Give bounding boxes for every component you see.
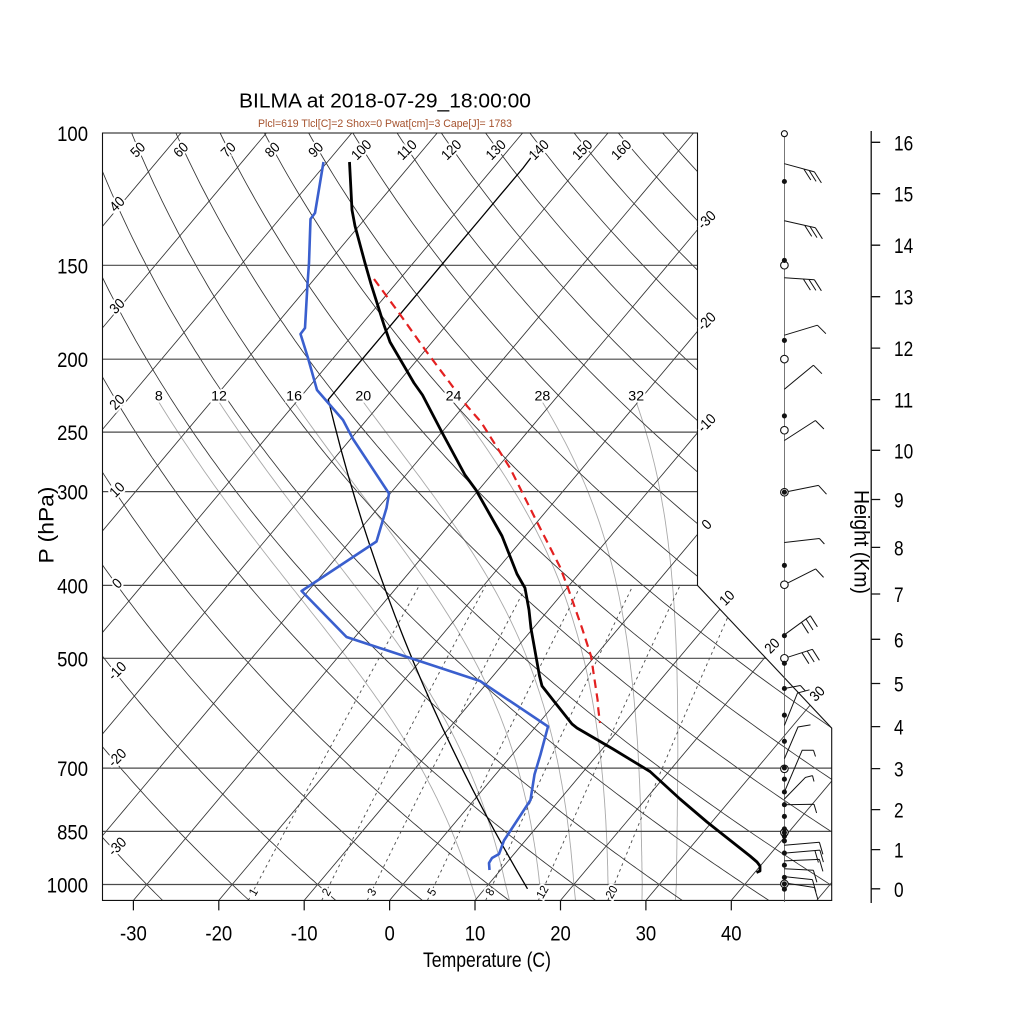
svg-text:20: 20 <box>355 389 371 405</box>
svg-text:0: 0 <box>894 878 904 902</box>
svg-text:5: 5 <box>894 673 904 697</box>
svg-text:850: 850 <box>57 821 88 844</box>
svg-text:11: 11 <box>894 389 913 413</box>
svg-text:8: 8 <box>894 536 904 560</box>
svg-text:16: 16 <box>894 131 913 155</box>
svg-text:3: 3 <box>894 758 904 782</box>
svg-text:14: 14 <box>894 234 913 258</box>
svg-text:150: 150 <box>57 255 88 278</box>
svg-text:12: 12 <box>211 389 227 405</box>
svg-text:100: 100 <box>57 123 88 146</box>
svg-text:16: 16 <box>286 389 302 405</box>
svg-text:0: 0 <box>384 923 394 946</box>
svg-text:-30: -30 <box>120 923 147 946</box>
svg-text:6: 6 <box>894 628 904 652</box>
svg-text:400: 400 <box>57 575 88 598</box>
svg-text:2: 2 <box>894 799 904 823</box>
svg-text:40: 40 <box>721 923 742 946</box>
svg-text:10: 10 <box>465 923 486 946</box>
svg-text:4: 4 <box>894 716 904 740</box>
svg-text:9: 9 <box>894 489 904 513</box>
svg-text:28: 28 <box>535 389 551 405</box>
svg-text:15: 15 <box>894 183 913 207</box>
svg-text:10: 10 <box>894 439 913 463</box>
svg-text:20: 20 <box>550 923 571 946</box>
svg-text:500: 500 <box>57 648 88 671</box>
svg-text:1: 1 <box>894 839 904 863</box>
svg-text:300: 300 <box>57 482 88 505</box>
svg-text:7: 7 <box>894 583 904 607</box>
svg-text:1000: 1000 <box>47 875 88 898</box>
svg-text:-10: -10 <box>291 923 318 946</box>
svg-text:13: 13 <box>894 286 913 310</box>
svg-text:P (hPa): P (hPa) <box>36 487 59 564</box>
svg-text:30: 30 <box>636 923 657 946</box>
svg-text:Temperature (C): Temperature (C) <box>423 949 551 972</box>
svg-text:-20: -20 <box>205 923 232 946</box>
svg-text:24: 24 <box>446 389 462 405</box>
svg-text:250: 250 <box>57 422 88 445</box>
svg-text:700: 700 <box>57 758 88 781</box>
svg-text:Height (Km): Height (Km) <box>850 490 873 594</box>
svg-text:200: 200 <box>57 349 88 372</box>
svg-text:70: 70 <box>218 140 240 162</box>
svg-text:12: 12 <box>894 337 913 361</box>
svg-text:32: 32 <box>628 389 644 405</box>
svg-text:BILMA at 2018-07-29_18:00:00: BILMA at 2018-07-29_18:00:00 <box>239 91 531 113</box>
svg-text:8: 8 <box>155 389 163 405</box>
svg-text:Plcl=619 Tlcl[C]=2 Shox=0 Pwat: Plcl=619 Tlcl[C]=2 Shox=0 Pwat[cm]=3 Cap… <box>258 118 512 130</box>
